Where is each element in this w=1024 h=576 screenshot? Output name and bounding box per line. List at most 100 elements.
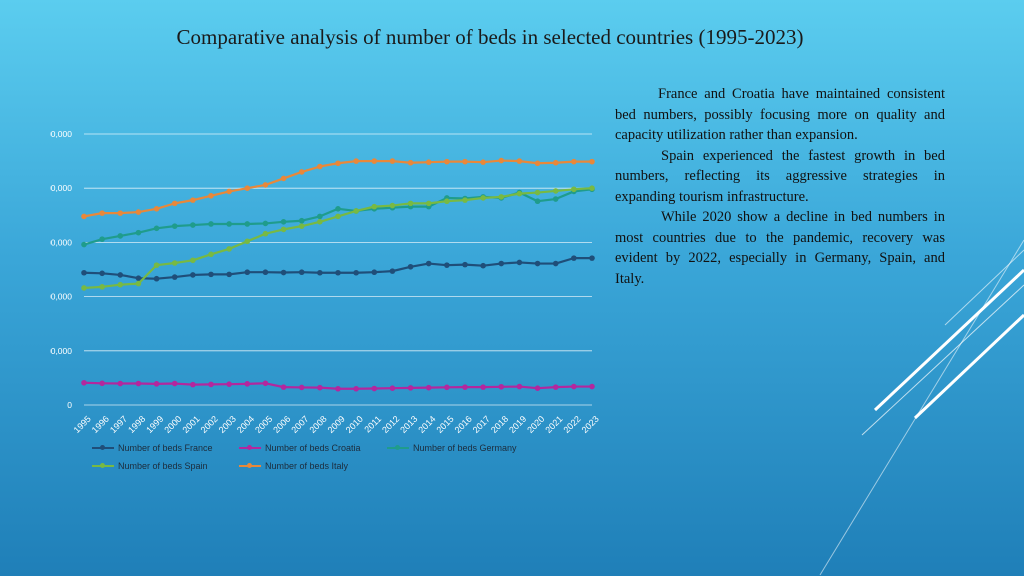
data-point bbox=[262, 182, 269, 188]
data-point bbox=[389, 158, 396, 164]
data-point bbox=[244, 221, 251, 227]
data-point bbox=[135, 209, 142, 215]
x-tick-label: 1999 bbox=[144, 414, 165, 435]
data-point bbox=[171, 274, 178, 280]
data-point bbox=[117, 272, 124, 278]
data-point bbox=[244, 381, 251, 387]
data-point bbox=[262, 380, 269, 387]
x-tick-label: 2023 bbox=[580, 414, 600, 435]
data-point bbox=[226, 381, 232, 387]
y-tick-label: 0 bbox=[67, 400, 72, 410]
x-tick-label: 2013 bbox=[398, 414, 419, 435]
x-tick-label: 2017 bbox=[471, 414, 492, 435]
data-point bbox=[244, 238, 251, 245]
commentary-paragraph-2: Spain experienced the fastest growth in … bbox=[615, 147, 945, 205]
data-point bbox=[244, 269, 251, 276]
x-tick-label: 2012 bbox=[380, 414, 401, 435]
data-point bbox=[353, 269, 359, 276]
data-point bbox=[444, 198, 450, 205]
data-point bbox=[171, 223, 178, 229]
commentary-paragraph-1: France and Croatia have maintained consi… bbox=[615, 86, 945, 143]
y-tick-label: 1,000,000 bbox=[50, 292, 72, 302]
data-point bbox=[81, 285, 87, 291]
data-point bbox=[190, 257, 196, 264]
data-point bbox=[117, 233, 124, 239]
data-point bbox=[552, 159, 559, 166]
data-point bbox=[552, 384, 559, 390]
x-tick-label: 2010 bbox=[344, 414, 365, 435]
legend-swatch bbox=[387, 445, 409, 450]
data-point bbox=[298, 269, 305, 276]
data-point bbox=[262, 220, 269, 227]
data-point bbox=[99, 210, 105, 216]
data-point bbox=[571, 255, 577, 261]
data-point bbox=[552, 188, 559, 194]
data-point bbox=[407, 159, 414, 166]
data-point bbox=[99, 380, 105, 387]
data-point bbox=[571, 186, 577, 193]
data-point bbox=[317, 269, 323, 276]
data-point bbox=[190, 222, 196, 228]
legend-label: Number of beds Italy bbox=[265, 461, 349, 471]
y-tick-label: 500,000 bbox=[50, 346, 72, 356]
data-point bbox=[280, 219, 287, 225]
legend-swatch bbox=[92, 445, 114, 450]
data-point bbox=[208, 381, 214, 388]
x-tick-label: 2015 bbox=[434, 414, 455, 435]
x-tick-label: 2009 bbox=[326, 414, 347, 435]
data-point bbox=[425, 159, 432, 165]
data-point bbox=[498, 383, 505, 390]
commentary-text: France and Croatia have maintained consi… bbox=[615, 84, 945, 289]
data-point bbox=[171, 260, 178, 266]
data-point bbox=[262, 269, 269, 276]
data-point bbox=[571, 383, 577, 390]
data-point bbox=[425, 260, 432, 267]
x-tick-label: 1997 bbox=[108, 414, 129, 435]
x-tick-label: 2016 bbox=[453, 414, 474, 435]
x-tick-label: 2019 bbox=[507, 414, 528, 435]
data-point bbox=[425, 200, 432, 207]
data-point bbox=[280, 175, 287, 182]
data-point bbox=[135, 275, 142, 281]
data-point bbox=[462, 384, 468, 390]
data-point bbox=[298, 223, 305, 229]
x-tick-label: 1995 bbox=[72, 414, 93, 435]
legend-item-spain: Number of beds Spain bbox=[92, 461, 208, 471]
data-point bbox=[534, 385, 541, 391]
data-point bbox=[99, 284, 105, 290]
x-tick-label: 2011 bbox=[362, 414, 383, 435]
x-tick-label: 2021 bbox=[543, 414, 564, 435]
legend-item-france: Number of beds France bbox=[92, 443, 213, 453]
legend-label: Number of beds Croatia bbox=[265, 443, 361, 453]
data-point bbox=[371, 269, 378, 276]
data-point bbox=[335, 269, 341, 276]
data-point bbox=[552, 260, 559, 267]
data-point bbox=[389, 202, 396, 209]
data-point bbox=[462, 197, 468, 203]
x-tick-label: 2018 bbox=[489, 414, 510, 435]
x-tick-label: 2002 bbox=[199, 414, 220, 435]
data-point bbox=[335, 213, 341, 220]
data-point bbox=[335, 160, 341, 167]
data-point bbox=[81, 213, 87, 220]
data-point bbox=[226, 188, 232, 195]
data-point bbox=[99, 236, 105, 242]
data-point bbox=[190, 272, 196, 278]
data-point bbox=[480, 262, 486, 269]
legend-item-croatia: Number of beds Croatia bbox=[239, 443, 361, 453]
data-point bbox=[589, 158, 595, 165]
data-point bbox=[571, 158, 577, 165]
data-point bbox=[190, 381, 196, 388]
data-point bbox=[534, 260, 541, 267]
data-point bbox=[498, 157, 505, 164]
legend-label: Number of beds France bbox=[118, 443, 213, 453]
x-tick-label: 2022 bbox=[561, 414, 582, 435]
data-point bbox=[317, 213, 323, 220]
data-point bbox=[317, 163, 323, 170]
y-tick-label: 2,500,000 bbox=[50, 129, 72, 139]
data-point bbox=[208, 192, 214, 199]
data-point bbox=[516, 158, 523, 164]
data-point bbox=[117, 380, 124, 387]
data-point bbox=[589, 255, 595, 261]
x-tick-label: 2014 bbox=[416, 414, 437, 435]
